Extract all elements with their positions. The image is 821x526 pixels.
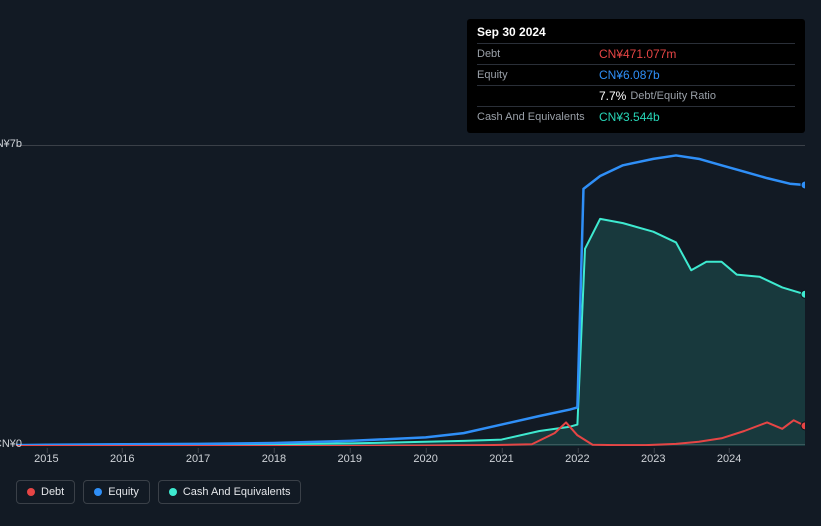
x-axis-tick: 2016: [110, 453, 134, 465]
chart-tooltip: Sep 30 2024 Debt CN¥471.077m Equity CN¥6…: [467, 19, 805, 133]
series-end-dot: [801, 290, 805, 298]
plot-region: [16, 145, 805, 445]
tooltip-value: CN¥3.544b: [599, 110, 660, 124]
series-area-cash-and-equivalents: [16, 219, 805, 446]
tooltip-label: Equity: [477, 69, 599, 81]
legend-dot-icon: [169, 488, 177, 496]
legend-dot-icon: [94, 488, 102, 496]
tooltip-value: CN¥471.077m: [599, 47, 676, 61]
legend-item-cash-and-equivalents[interactable]: Cash And Equivalents: [158, 480, 302, 504]
x-axis-tick: 2019: [338, 453, 362, 465]
tooltip-value: CN¥6.087b: [599, 68, 660, 82]
legend: Debt Equity Cash And Equivalents: [16, 480, 301, 504]
legend-item-debt[interactable]: Debt: [16, 480, 75, 504]
x-axis-tick: 2023: [641, 453, 665, 465]
x-axis-tick: 2015: [34, 453, 58, 465]
tooltip-label: Debt: [477, 48, 599, 60]
x-axis-tick: 2020: [413, 453, 437, 465]
legend-label: Equity: [108, 486, 139, 498]
x-axis: 2015 2016 2017 2018 2019 2020 2021 2022 2023 2024: [16, 450, 805, 470]
tooltip-label: Cash And Equivalents: [477, 111, 599, 123]
tooltip-title: Sep 30 2024: [477, 25, 795, 43]
legend-dot-icon: [27, 488, 35, 496]
x-axis-tick: 2018: [262, 453, 286, 465]
x-axis-tick: 2017: [186, 453, 210, 465]
legend-item-equity[interactable]: Equity: [83, 480, 150, 504]
chart-area: CN¥7bCN¥0 201520162017201820192020202120…: [16, 125, 805, 510]
x-axis-tick: 2021: [489, 453, 513, 465]
series-end-dot: [801, 181, 805, 189]
tooltip-extra: Debt/Equity Ratio: [630, 90, 716, 102]
tooltip-row: Debt CN¥471.077m: [477, 43, 795, 64]
x-axis-tick: 2022: [565, 453, 589, 465]
tooltip-row: Equity CN¥6.087b: [477, 64, 795, 85]
y-axis-label: CN¥7b: [0, 138, 22, 150]
x-axis-tick: 2024: [717, 453, 741, 465]
y-axis-label: CN¥0: [0, 438, 22, 450]
tooltip-row: 7.7% Debt/Equity Ratio: [477, 85, 795, 106]
tooltip-value: 7.7%: [599, 89, 626, 103]
tooltip-row: Cash And Equivalents CN¥3.544b: [477, 106, 795, 127]
legend-label: Cash And Equivalents: [183, 486, 291, 498]
plot-svg: [16, 146, 805, 446]
series-end-dot: [801, 422, 805, 430]
legend-label: Debt: [41, 486, 64, 498]
